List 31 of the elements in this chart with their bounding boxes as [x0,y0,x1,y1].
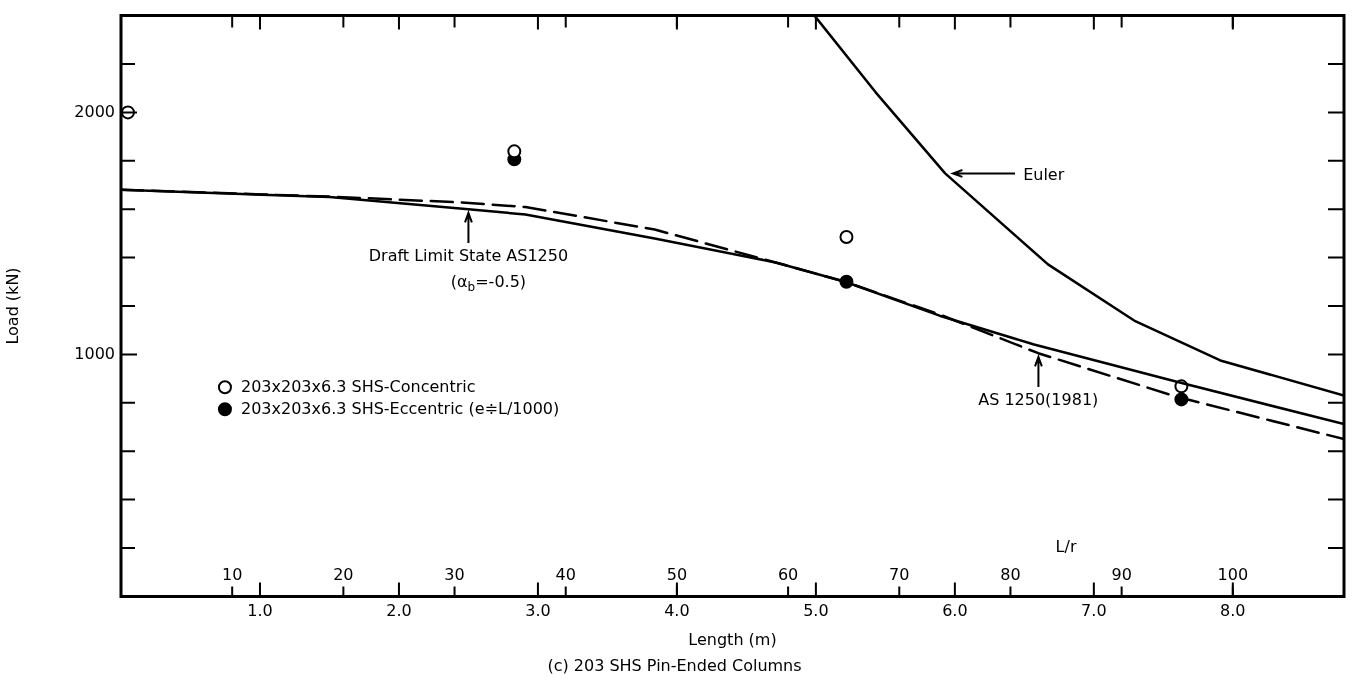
legend-label: 203x203x6.3 SHS-Concentric [240,377,476,397]
x2-tick-label: 20 [333,565,354,585]
x-tick-label: 8.0 [1220,601,1246,621]
x-tick-label: 2.0 [386,601,412,621]
x-axis-title: Length (m) [688,630,777,650]
x2-tick-label: 80 [1000,565,1021,585]
legend-label: Euler [1023,164,1065,184]
y-tick-label: 2000 [74,101,115,121]
x-tick-label: 3.0 [525,601,551,621]
x2-tick-label: 50 [666,565,688,585]
y-axis-title: Load (kN) [2,267,22,345]
x-tick-label: 1.0 [247,601,273,621]
text: (c) 203 SHS Pin-Ended Columns [547,655,802,675]
x2-tick-label: 30 [444,565,465,585]
point [839,230,854,245]
y-tick-label: 1000 [74,343,115,363]
x2-tick-label: 60 [777,565,799,585]
x2-tick-label: 10 [222,565,243,585]
x2-tick-label: 100 [1217,565,1249,585]
x-tick-label: 4.0 [664,601,690,621]
x2-axis-title: L/r [1055,537,1077,557]
series-label: AS 1250(1981) [978,390,1099,410]
x2-tick-label: 90 [1111,565,1132,585]
legend-label: 203x203x6.3 SHS-Eccentric (e≑L/1000) [240,399,560,419]
x-tick-label: 5.0 [803,601,829,621]
x-tick-label: 6.0 [942,601,968,621]
x2-tick-label: 40 [555,565,576,585]
x-tick-label: 7.0 [1081,601,1107,621]
series-label: Draft Limit State AS1250 [368,246,569,266]
point [507,144,522,159]
x2-tick-label: 70 [889,565,910,585]
